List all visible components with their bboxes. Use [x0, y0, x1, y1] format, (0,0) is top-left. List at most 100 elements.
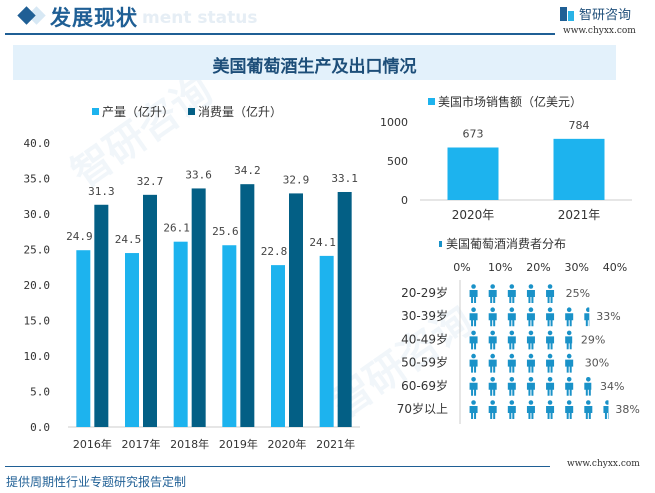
- legend-swatch-consumption: [188, 108, 195, 115]
- person-icon: [526, 307, 535, 327]
- person-icon: [488, 400, 497, 419]
- person-icon: [507, 353, 516, 373]
- person-icon: [507, 377, 516, 396]
- person-icon: [507, 307, 516, 327]
- y-tick-label: 0: [401, 194, 408, 207]
- section-title: 发展现状: [50, 5, 138, 30]
- person-icon: [507, 400, 516, 419]
- data-label-production: 25.6: [212, 225, 239, 238]
- bar-sales: [447, 147, 499, 200]
- brand-url: www.chyxx.com: [563, 26, 636, 36]
- y-tick-label: 15.0: [24, 315, 51, 328]
- person-icon: [546, 400, 555, 419]
- bar-consumption: [191, 188, 206, 427]
- data-label-consumption: 32.7: [137, 175, 164, 188]
- data-label-production: 24.1: [309, 236, 336, 249]
- x-tick-label: 2016年: [73, 437, 112, 451]
- person-icon: [546, 284, 555, 303]
- x-tick-label: 40%: [603, 261, 627, 274]
- person-icon: [526, 377, 535, 396]
- bar-consumption: [289, 193, 303, 427]
- data-label-consumption: 34.2: [234, 164, 261, 177]
- person-icon: [584, 400, 593, 419]
- bar-consumption: [240, 184, 255, 427]
- x-tick-label: 2020年: [452, 208, 495, 222]
- legend-label-sales: 美国市场销售额（亿美元）: [438, 94, 582, 109]
- legend-swatch-consumers: [439, 241, 442, 247]
- brand-logo: 智研咨询: [560, 4, 631, 23]
- x-tick-label: 20%: [526, 261, 550, 274]
- x-tick-label: 0%: [453, 261, 470, 274]
- category-label: 70岁以上: [397, 401, 448, 416]
- y-tick-label: 0.0: [30, 421, 50, 434]
- person-icon-partial: [584, 377, 592, 396]
- data-label-consumption: 33.6: [185, 168, 212, 181]
- data-label-consumption: 33.1: [331, 172, 358, 185]
- bar-sales: [553, 138, 605, 200]
- data-label-consumers: 29%: [581, 333, 605, 346]
- person-icon: [507, 330, 516, 350]
- footer-text: 提供周期性行业专题研究报告定制: [6, 475, 187, 489]
- category-label: 50-59岁: [401, 355, 448, 370]
- person-icon: [507, 284, 516, 303]
- x-tick-label: 30%: [565, 261, 589, 274]
- x-tick-label: 2019年: [219, 437, 258, 451]
- category-label: 60-69岁: [401, 378, 448, 393]
- category-label: 40-49岁: [401, 331, 448, 346]
- footer-divider: [5, 466, 550, 467]
- y-tick-label: 10.0: [24, 350, 51, 363]
- person-icon: [565, 377, 574, 396]
- legend-label-consumption: 消费量（亿升）: [198, 104, 282, 119]
- person-icon: [469, 400, 478, 419]
- person-icon-partial: [565, 330, 573, 350]
- person-icon: [488, 377, 497, 396]
- bar-production: [319, 255, 334, 427]
- x-tick-label: 2021年: [558, 208, 601, 222]
- person-icon: [488, 353, 497, 373]
- bar-production: [222, 245, 237, 427]
- category-label: 30-39岁: [401, 308, 448, 323]
- person-icon: [526, 284, 535, 303]
- data-label-consumers: 38%: [615, 403, 639, 416]
- y-tick-label: 30.0: [24, 208, 51, 221]
- y-tick-label: 25.0: [24, 244, 51, 257]
- data-label-sales: 784: [569, 119, 590, 132]
- data-label-production: 22.8: [261, 245, 288, 258]
- data-label-consumers: 34%: [600, 380, 624, 393]
- y-tick-label: 35.0: [24, 173, 51, 186]
- legend-swatch-sales: [428, 98, 435, 105]
- data-label-consumption: 31.3: [88, 185, 115, 198]
- x-tick-label: 10%: [488, 261, 512, 274]
- person-icon: [526, 353, 535, 373]
- person-icon: [565, 353, 574, 373]
- header-divider: [5, 33, 555, 35]
- person-icon: [488, 330, 497, 350]
- legend-label-production: 产量（亿升）: [102, 104, 174, 119]
- person-icon: [469, 330, 478, 350]
- chart-main-title: 美国葡萄酒生产及出口情况: [212, 57, 417, 77]
- y-tick-label: 1000: [380, 116, 408, 129]
- bar-consumption: [143, 194, 157, 427]
- person-icon: [546, 330, 555, 350]
- person-icon: [526, 400, 535, 419]
- person-icon: [546, 377, 555, 396]
- legend-swatch-production: [92, 108, 99, 115]
- footer-url: www.chyxx.com: [567, 459, 640, 469]
- section-header: ment status 发展现状 智研咨询 www.chyxx.com: [0, 0, 655, 40]
- data-label-consumption: 32.9: [283, 173, 310, 186]
- data-label-production: 24.9: [66, 230, 93, 243]
- data-label-sales: 673: [463, 128, 484, 141]
- person-icon: [565, 307, 574, 327]
- brand-logo-icon: [560, 6, 574, 21]
- legend-label-consumers: 美国葡萄酒消费者分布: [446, 237, 566, 251]
- category-label: 20-29岁: [401, 285, 448, 300]
- y-tick-label: 40.0: [24, 137, 51, 150]
- person-icon: [488, 284, 497, 303]
- person-icon: [469, 353, 478, 373]
- data-label-production: 24.5: [115, 233, 142, 246]
- brand-name: 智研咨询: [579, 8, 632, 23]
- data-label-production: 26.1: [163, 222, 190, 235]
- bar-production: [125, 253, 139, 427]
- person-icon: [546, 353, 555, 373]
